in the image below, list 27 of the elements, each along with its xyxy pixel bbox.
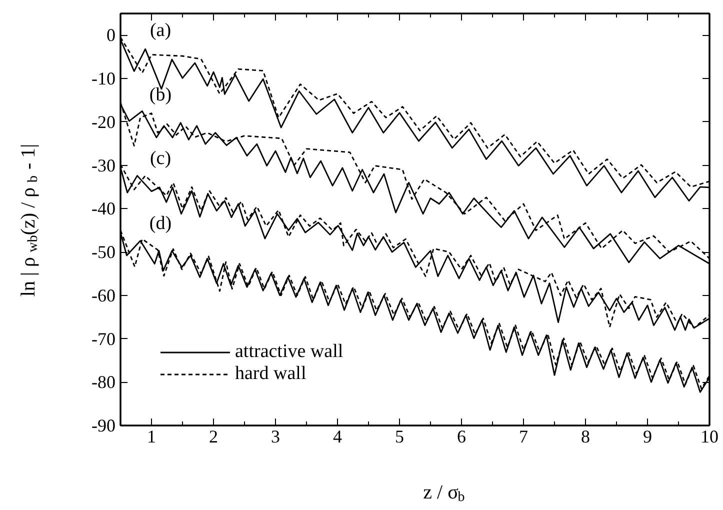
y-tick-label: -90 [92,416,116,436]
y-tick-label: -60 [92,285,116,306]
y-tick-label: -70 [92,328,116,349]
x-tick-label: 3 [271,426,280,446]
y-tick-label: -80 [92,372,116,392]
legend-label: hard wall [235,363,306,385]
x-tick-label: 1 [147,426,156,446]
annotation: (a) [150,20,172,42]
y-tick-label: -30 [92,155,116,176]
x-tick-label: 4 [333,426,342,446]
x-tick-label: 10 [700,426,718,446]
x-tick-label: 8 [581,426,590,446]
x-tick-label: 9 [643,426,652,446]
annotation: (d) [149,213,172,234]
y-axis-title: ln | ρwb(z) / ρb - 1| [18,144,41,297]
y-tick-label: -20 [92,112,116,132]
y-tick-label: 0 [106,25,116,46]
annotation: (b) [149,84,172,106]
x-tick-label: 5 [395,426,404,446]
legend-label: attractive wall [235,341,344,363]
y-tick-label: -50 [92,242,116,262]
annotation: (c) [150,148,172,169]
y-tick-label: -40 [92,198,116,219]
y-tick-label: -10 [92,68,116,89]
x-tick-label: 7 [519,426,528,446]
x-tick-label: 2 [209,426,218,446]
x-tick-label: 6 [457,426,466,446]
